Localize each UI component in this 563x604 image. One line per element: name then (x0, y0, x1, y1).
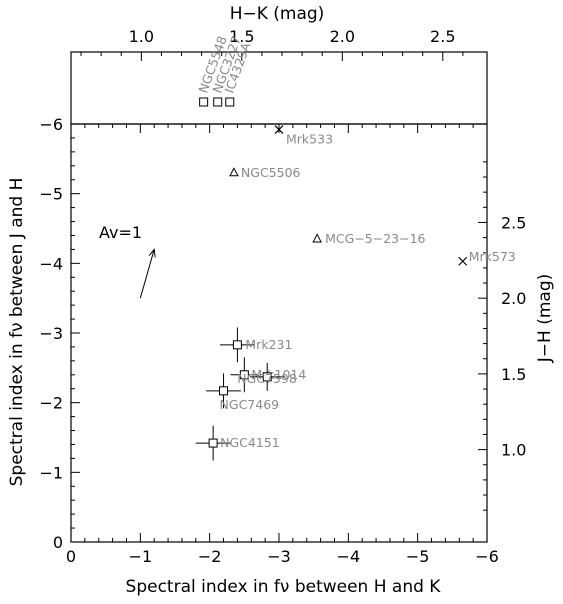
marks-layer: Mrk533NGC5506MCG−5−23−16Mrk573Mrk231Mrk1… (139, 34, 516, 461)
y-tick-label: −5 (39, 185, 63, 204)
point-label: NGC7598 (237, 371, 297, 386)
square-marker (199, 97, 209, 107)
data-point: NGC4151 (195, 425, 280, 461)
data-point: NGC7469 (206, 373, 280, 412)
reddening-arrow-head (148, 248, 156, 258)
square-marker (225, 97, 235, 107)
cross-marker-b (458, 256, 468, 266)
x-tick-label: −2 (198, 547, 222, 566)
square-marker (239, 370, 249, 380)
data-point: Mrk533 (274, 125, 333, 147)
point-label: MCG−5−23−16 (325, 231, 425, 246)
point-label: Mrk533 (286, 132, 333, 147)
triangle-marker (312, 233, 322, 243)
x-tick-label: −1 (129, 547, 153, 566)
bottom-x-axis-title: Spectral index in fν between H and K (126, 577, 442, 597)
y-tick-label: −2 (39, 394, 63, 413)
right-y-tick-label: 1.0 (501, 441, 526, 460)
reddening-arrow-shaft (139, 249, 155, 299)
data-point: NGC5506 (229, 165, 301, 180)
x-tick-label: −5 (406, 547, 430, 566)
right-y-tick-label: 1.5 (501, 365, 526, 384)
right-y-axis-title: J−H (mag) (535, 274, 555, 363)
data-point: Mrk573 (458, 249, 516, 266)
right-y-tick-label: 2.0 (501, 289, 526, 308)
bottom-x-axis-title-text: Spectral index in fν between H and K (126, 577, 442, 597)
top-x-tick-label: 1.5 (229, 27, 254, 46)
point-label: NGC4151 (220, 435, 280, 450)
x-tick-label: −3 (267, 547, 291, 566)
reddening-label: Av=1 (99, 223, 142, 242)
point-label: NGC7469 (220, 397, 280, 412)
top-x-axis-title: H−K (mag) (230, 4, 325, 24)
top-x-tick-label: 2.5 (430, 27, 455, 46)
main-plot-frame (70, 123, 488, 543)
square-marker (232, 340, 242, 350)
y-tick-label: −4 (39, 254, 63, 273)
left-y-axis-title: Spectral index in fν between J and H (7, 178, 27, 487)
cross-marker-b (274, 125, 284, 134)
data-point: NGC7598 (237, 362, 297, 391)
y-tick-label: −6 (39, 115, 63, 134)
point-label: Mrk231 (245, 337, 292, 352)
top-panel-frame (70, 51, 488, 125)
data-point: MCG−5−23−16 (312, 231, 426, 246)
square-marker (219, 386, 229, 396)
x-tick-label: −6 (475, 547, 499, 566)
point-label: NGC5506 (241, 165, 301, 180)
right-y-tick-label: 2.5 (501, 213, 526, 232)
x-tick-label: 0 (66, 547, 76, 566)
top-x-tick-label: 1.0 (129, 27, 154, 46)
square-marker (262, 372, 272, 382)
square-marker (213, 97, 223, 107)
y-tick-label: −3 (39, 324, 63, 343)
square-marker (208, 438, 218, 448)
point-label: Mrk573 (469, 249, 516, 264)
triangle-marker (229, 167, 239, 177)
x-tick-label: −4 (337, 547, 361, 566)
y-tick-label: 0 (53, 533, 63, 552)
data-point: Mrk231 (220, 327, 292, 363)
y-tick-label: −1 (39, 463, 63, 482)
ticks-layer: 0 −1 −2 −3 −4 −5 −6 0 −1 −2 −3 −4 −5 −6 1.0 1.5 2.0 2.5 1.… (39, 27, 526, 566)
top-x-tick-label: 2.0 (330, 27, 355, 46)
